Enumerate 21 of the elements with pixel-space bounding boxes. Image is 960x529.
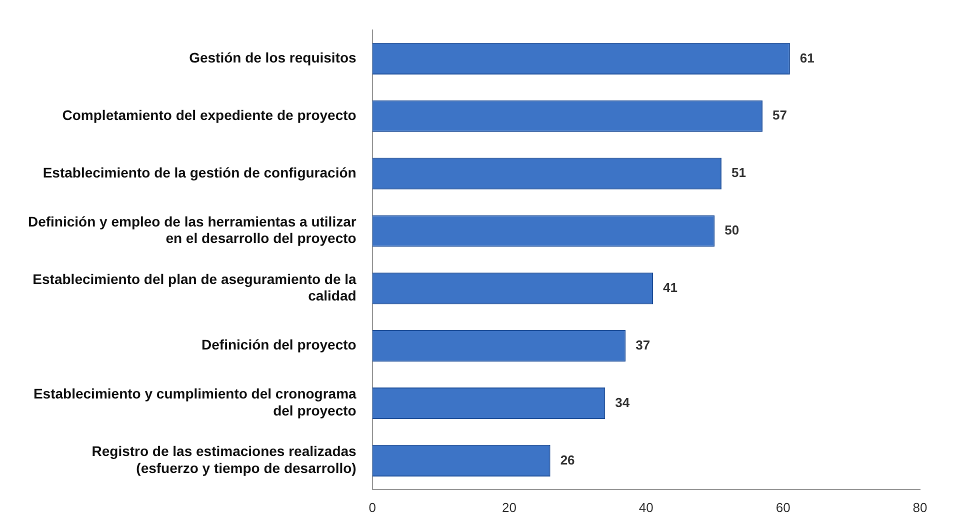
x-tick-label: 20 bbox=[502, 500, 516, 515]
data-label: 34 bbox=[615, 394, 630, 410]
x-tick-label: 60 bbox=[776, 500, 790, 515]
data-label: 50 bbox=[724, 222, 740, 238]
x-tick-label: 0 bbox=[368, 500, 376, 515]
data-label: 51 bbox=[731, 165, 746, 180]
x-tick-label: 80 bbox=[912, 500, 928, 515]
y-tick-label: Establecimiento del plan de aseguramiento de la calidad bbox=[32, 270, 357, 304]
data-label: 61 bbox=[800, 50, 814, 66]
x-tick-label: 40 bbox=[638, 500, 654, 515]
y-tick-label: Registro de las estimaciones realizadas (esfuerzo y tiempo de desarrollo) bbox=[92, 443, 357, 476]
data-label: 41 bbox=[663, 280, 678, 295]
data-label: 57 bbox=[772, 108, 788, 123]
y-tick-label: Definición del proyecto bbox=[202, 336, 356, 353]
data-label: 37 bbox=[636, 337, 650, 352]
y-tick-label: Definición y empleo de las herramientas a utilizar en el desarrollo del proyecto bbox=[28, 213, 357, 246]
data-label: 26 bbox=[560, 452, 575, 468]
y-tick-label: Establecimiento y cumplimiento del cronograma del proyecto bbox=[33, 386, 357, 419]
y-tick-label: Gestión de los requisitos bbox=[189, 50, 357, 66]
y-tick-label: Establecimiento de la gestión de configuración bbox=[42, 164, 356, 180]
y-tick-label: Completamiento del expediente de proyecto bbox=[62, 106, 356, 123]
